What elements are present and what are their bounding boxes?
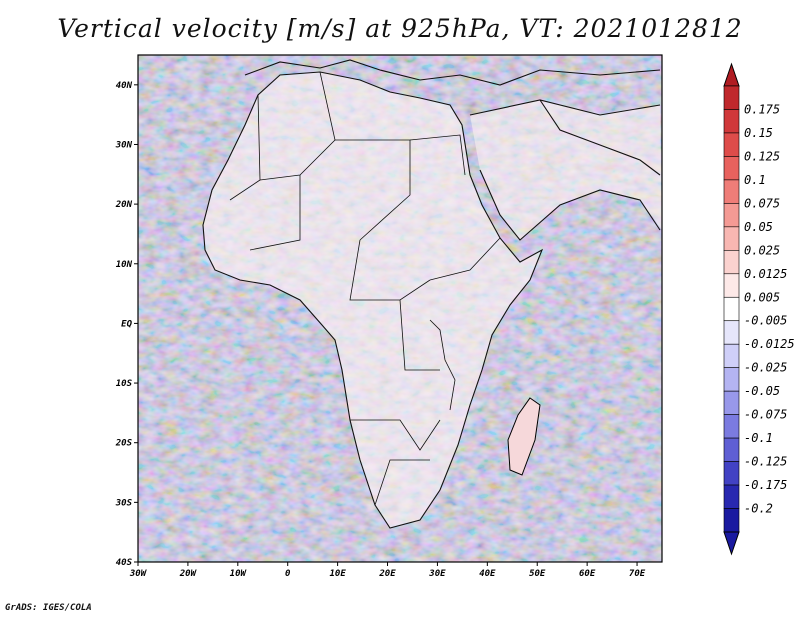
madagascar bbox=[507, 397, 541, 476]
colorbar-swatch bbox=[723, 343, 740, 368]
lon-tick-label: 20W bbox=[179, 569, 198, 579]
colorbar-swatch bbox=[723, 320, 740, 345]
colorbar-label: 0.005 bbox=[744, 290, 780, 304]
colorbar-label: -0.0125 bbox=[744, 337, 795, 351]
colorbar-label: 0.025 bbox=[744, 243, 780, 257]
colorbar-swatch bbox=[723, 132, 740, 157]
colorbar-swatch bbox=[723, 390, 740, 415]
colorbar-swatch bbox=[723, 508, 740, 533]
lon-tick-label: 70E bbox=[629, 569, 646, 579]
colorbar-swatch bbox=[723, 437, 740, 462]
colorbar-swatch bbox=[723, 179, 740, 204]
colorbar-swatch bbox=[723, 296, 740, 322]
colorbar-bottom-arrow bbox=[723, 531, 740, 556]
colorbar-swatch bbox=[723, 367, 740, 392]
colorbar-swatch bbox=[723, 484, 740, 509]
colorbar-label: -0.025 bbox=[744, 361, 787, 375]
lon-tick-label: 30W bbox=[129, 569, 148, 579]
colorbar-label: 0.15 bbox=[744, 126, 773, 140]
colorbar-label: -0.2 bbox=[744, 502, 773, 516]
lon-tick-label: 20E bbox=[378, 569, 396, 579]
colorbar-swatch bbox=[723, 250, 740, 275]
lon-tick-label: 40E bbox=[479, 569, 496, 579]
lon-tick-label: 10E bbox=[329, 569, 346, 579]
colorbar-label: -0.125 bbox=[744, 455, 787, 469]
lon-tick-label: 60E bbox=[579, 569, 596, 579]
colorbar-label: 0.0125 bbox=[744, 267, 787, 281]
lat-tick-label: 40S bbox=[116, 558, 133, 568]
colorbar-label: 0.075 bbox=[744, 196, 780, 210]
colorbar-label: -0.05 bbox=[744, 384, 780, 398]
colorbar-swatch bbox=[723, 85, 740, 110]
colorbar-label: -0.075 bbox=[744, 408, 787, 422]
lon-tick-label: 0 bbox=[285, 569, 291, 579]
colorbar-swatch bbox=[723, 156, 740, 181]
lat-tick-label: EQ bbox=[121, 319, 132, 329]
colorbar-label: 0.05 bbox=[744, 220, 773, 234]
map-title: Vertical velocity [m/s] at 925hPa, VT: 2… bbox=[57, 14, 743, 43]
country-borders bbox=[229, 71, 501, 506]
credit-text: GrADS: IGES/COLA bbox=[5, 603, 92, 613]
colorbar-swatch bbox=[723, 414, 740, 439]
lat-tick-label: 30N bbox=[115, 140, 133, 150]
colorbar-label: -0.1 bbox=[744, 431, 773, 445]
lon-tick-label: 50E bbox=[529, 569, 546, 579]
colorbar-label: 0.1 bbox=[744, 173, 766, 187]
colorbar-label: 0.125 bbox=[744, 149, 780, 163]
axis-ticks: 30W 20W 10W 0 10E 20E 30E 40E 50E 60E 70E 40N 30N 20N… bbox=[115, 81, 646, 579]
lat-tick-label: 20N bbox=[115, 200, 133, 210]
lat-tick-label: 10N bbox=[116, 260, 133, 270]
plot-frame bbox=[137, 54, 663, 563]
coastlines bbox=[202, 59, 661, 529]
colorbar-swatch bbox=[723, 203, 740, 228]
colorbar-swatch bbox=[723, 461, 740, 486]
colorbar-label: 0.175 bbox=[744, 102, 780, 116]
lat-tick-label: 20S bbox=[115, 439, 133, 449]
lon-tick-label: 10W bbox=[230, 569, 248, 579]
colorbar-label: -0.175 bbox=[744, 478, 787, 492]
arabia-landmass bbox=[470, 100, 662, 240]
lon-tick-label: 30E bbox=[428, 569, 446, 579]
colorbar-label: -0.005 bbox=[744, 314, 787, 328]
lat-tick-label: 40N bbox=[116, 81, 133, 91]
lat-tick-label: 30S bbox=[115, 498, 133, 508]
velocity-field bbox=[138, 55, 662, 562]
colorbar-swatch bbox=[723, 273, 740, 298]
colorbar-top-arrow bbox=[723, 62, 740, 87]
colorbar-swatch bbox=[723, 109, 740, 134]
lat-tick-label: 10S bbox=[116, 379, 133, 389]
colorbar: 0.175 0.15 0.125 0.1 0.075 0.05 0.025 0.0125 0.0… bbox=[723, 62, 795, 556]
colorbar-swatch bbox=[723, 226, 740, 251]
